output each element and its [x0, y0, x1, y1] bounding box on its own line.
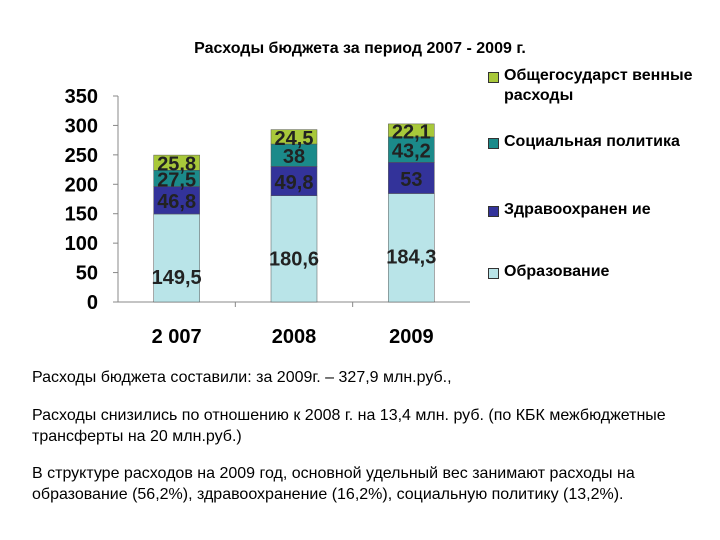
- bar-data-label: 49,8: [275, 172, 314, 194]
- legend-item-social: Социальная политика: [488, 132, 713, 192]
- bar-segment: [388, 123, 435, 138]
- summary-text-decrease: Расходы снизились по отношению к 2008 г.…: [32, 407, 666, 445]
- legend-label-education: Образование: [504, 263, 610, 280]
- y-tick-label: 50: [76, 263, 98, 285]
- legend-label-social: Социальная политика: [504, 133, 680, 150]
- bar-data-label: 180,6: [269, 249, 319, 271]
- y-tick-label: 300: [65, 115, 98, 137]
- legend-swatch-education: [488, 268, 499, 279]
- bar-data-label: 27,5: [157, 169, 196, 191]
- legend-label-general: Общегосударст венные расходы: [504, 67, 693, 104]
- chart-title: Расходы бюджета за период 2007 - 2009 г.: [194, 40, 526, 57]
- y-tick-label: 350: [65, 86, 98, 108]
- x-tick-label: 2008: [272, 326, 317, 348]
- bar-segment: [270, 166, 318, 196]
- summary-text-total: Расходы бюджета составили: за 2009г. – 3…: [32, 369, 452, 386]
- legend-swatch-social: [488, 138, 499, 149]
- summary-text-structure: В структуре расходов на 2009 год, основн…: [32, 465, 635, 503]
- bar-data-label: 184,3: [386, 247, 436, 269]
- stacked-bar-chart: 0 50 100 150 200 250 300 350 149,5 46,827,525,8 2 …: [65, 86, 470, 348]
- y-tick-label: 250: [65, 145, 98, 167]
- bar-segment: [153, 154, 200, 171]
- legend-label-health: Здравоохранен ие: [504, 201, 651, 218]
- bar-segment: [153, 213, 200, 303]
- bar-segment: [270, 195, 318, 303]
- bar-segment: [388, 193, 435, 303]
- bar-data-label: 24,5: [275, 128, 314, 150]
- bar-data-label: 38: [283, 146, 305, 168]
- y-tick-label: 150: [65, 204, 98, 226]
- bar-segment: [270, 129, 318, 145]
- y-tick-label: 200: [65, 174, 98, 196]
- bar-data-label: 22,1: [392, 121, 431, 143]
- y-tick-label: 0: [87, 292, 98, 314]
- legend-item-education: Образование: [488, 262, 713, 282]
- x-tick-label: 2 007: [152, 326, 202, 348]
- x-tick-label: 2009: [389, 326, 434, 348]
- bar-data-label: 53: [400, 169, 422, 191]
- y-tick-label: 100: [65, 233, 98, 255]
- bar-data-label: 149,5: [152, 267, 202, 289]
- legend-item-health: Здравоохранен ие: [488, 200, 713, 260]
- bar-data-label: 43,2: [392, 141, 431, 163]
- bar-segment: [153, 186, 200, 215]
- legend-swatch-health: [488, 206, 499, 217]
- bar-segment: [388, 162, 435, 194]
- legend-swatch-general: [488, 72, 499, 83]
- legend-item-general: Общегосударст венные расходы: [488, 66, 713, 126]
- legend: Общегосударст венные расходы Социальная …: [488, 66, 713, 282]
- bar-data-label: 25,8: [157, 154, 196, 176]
- bar-data-label: 46,8: [157, 191, 196, 213]
